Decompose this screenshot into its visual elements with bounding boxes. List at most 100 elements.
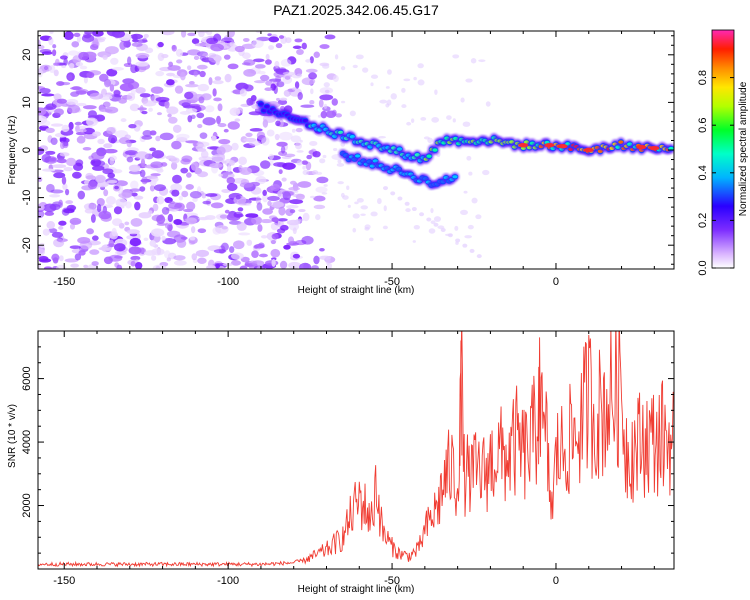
noise-blob: [140, 158, 146, 168]
ridge-core: [597, 149, 603, 154]
faint-streak: [433, 222, 439, 227]
noise-blob: [216, 146, 226, 156]
noise-blob: [243, 68, 257, 77]
noise-blob: [92, 31, 104, 37]
noise-blob: [262, 119, 269, 128]
noise-blob: [44, 211, 55, 216]
noise-blob: [268, 45, 275, 50]
noise-blob: [86, 71, 95, 79]
ridge-core: [414, 153, 420, 157]
ridge-core: [372, 159, 378, 163]
noise-blob: [41, 51, 53, 55]
noise-blob: [283, 89, 291, 97]
noise-blob: [239, 265, 248, 269]
ridge-core: [369, 164, 375, 168]
noise-blob: [124, 221, 130, 226]
noise-blob: [38, 107, 47, 116]
noise-blob: [48, 228, 58, 234]
y-tick-label: -20: [21, 237, 33, 253]
noise-blob: [260, 160, 271, 169]
colorbar-tick-label: 0.4: [697, 165, 709, 180]
noise-blob: [270, 222, 279, 231]
noise-blob: [321, 192, 328, 195]
noise-blob: [256, 131, 266, 141]
noise-blob: [340, 66, 346, 71]
noise-blob: [79, 65, 88, 70]
noise-blob: [103, 189, 109, 197]
noise-blob: [109, 84, 115, 92]
noise-blob: [292, 227, 297, 235]
noise-blob: [279, 131, 293, 141]
noise-blob: [257, 224, 263, 232]
noise-blob: [412, 240, 416, 243]
noise-blob: [478, 59, 486, 63]
noise-blob: [152, 203, 159, 212]
noise-blob: [77, 190, 86, 200]
noise-blob: [340, 192, 345, 198]
faint-streak: [469, 248, 475, 253]
noise-blob: [70, 263, 80, 268]
noise-blob: [235, 82, 249, 91]
noise-blob: [103, 143, 113, 149]
noise-blob: [193, 55, 200, 61]
noise-blob: [114, 185, 120, 190]
noise-blobs: [38, 31, 491, 269]
noise-blob: [309, 195, 316, 199]
noise-blob: [312, 150, 321, 158]
x-tick-label: 0: [553, 276, 559, 288]
noise-blob: [189, 80, 195, 85]
noise-blob: [410, 118, 415, 123]
noise-blob: [281, 190, 295, 196]
noise-blob: [446, 115, 452, 120]
noise-blob: [69, 245, 82, 250]
noise-blob: [128, 164, 141, 172]
noise-blob: [70, 86, 83, 90]
noise-blob: [311, 170, 319, 175]
ridge-hotspot: [518, 143, 529, 148]
faint-streak: [419, 212, 425, 217]
noise-blob: [301, 235, 314, 245]
noise-blob: [197, 83, 210, 92]
noise-blob: [206, 37, 219, 45]
noise-blob: [139, 93, 151, 98]
noise-blob: [185, 217, 198, 225]
noise-blob: [51, 253, 60, 262]
noise-blob: [198, 31, 205, 38]
noise-blob: [485, 101, 491, 107]
noise-blob: [111, 168, 123, 174]
noise-blob: [129, 237, 142, 247]
noise-blob: [213, 97, 222, 102]
noise-blob: [130, 180, 139, 190]
noise-blob: [268, 153, 274, 160]
noise-blob: [90, 158, 102, 167]
noise-blob: [68, 50, 79, 56]
noise-blob: [199, 132, 208, 140]
noise-blob: [346, 185, 350, 191]
noise-blob: [187, 32, 196, 37]
noise-blob: [334, 54, 339, 60]
noise-blob: [255, 176, 267, 185]
noise-blob: [248, 140, 261, 146]
noise-blob: [136, 39, 148, 43]
ridge-core: [258, 102, 264, 106]
noise-blob: [53, 93, 62, 100]
noise-blob: [63, 167, 73, 172]
colorbar-tick-label: 0.6: [697, 118, 709, 133]
noise-blob: [313, 204, 326, 210]
noise-blob: [274, 60, 280, 69]
noise-blob: [141, 135, 153, 140]
noise-blob: [102, 54, 108, 60]
x-tick-label: -100: [217, 575, 239, 587]
noise-blob: [150, 228, 165, 237]
noise-blob: [322, 154, 327, 159]
noise-blob: [245, 132, 253, 138]
noise-blob: [213, 249, 227, 254]
noise-blob: [103, 256, 113, 265]
noise-blob: [156, 168, 164, 173]
ridge-core: [453, 136, 459, 141]
noise-blob: [325, 256, 331, 265]
noise-blob: [336, 162, 345, 167]
noise-blob: [151, 150, 165, 159]
noise-blob: [324, 34, 336, 40]
noise-blob: [275, 120, 281, 127]
